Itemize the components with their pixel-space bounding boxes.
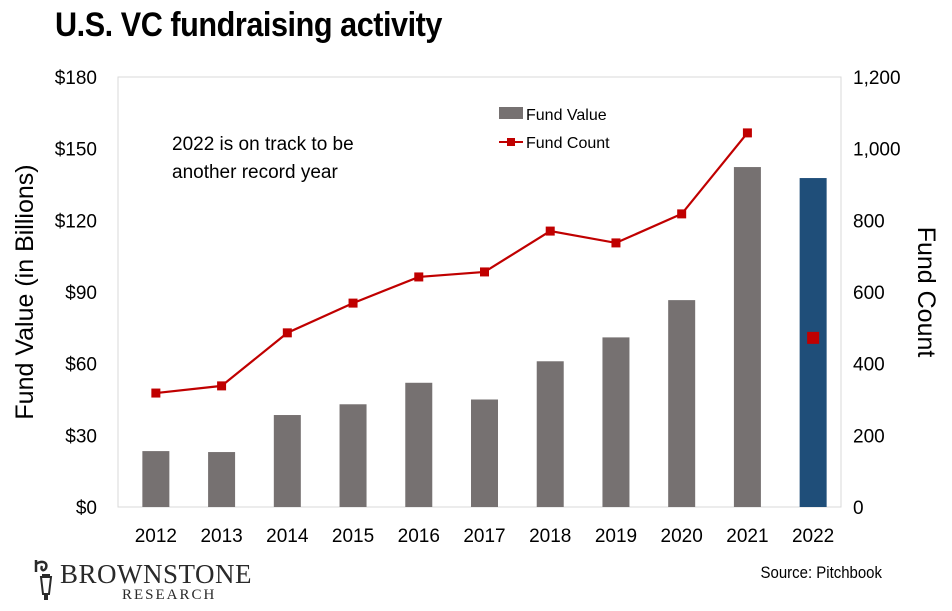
chart-title: U.S. VC fundraising activity: [55, 6, 442, 44]
left-axis-ticks: $0 $30 $60 $90 $120 $150 $180: [55, 68, 97, 519]
x-tick-label: 2017: [463, 526, 505, 547]
line-series-fund-count: [151, 128, 820, 398]
point-2019: [611, 238, 621, 248]
annotation-line-1: 2022 is on track to be: [172, 134, 354, 155]
point-2015: [348, 298, 358, 308]
x-tick-label: 2018: [529, 526, 571, 547]
point-2018: [545, 226, 555, 236]
point-2021: [742, 128, 752, 138]
left-tick-label: $60: [65, 355, 97, 376]
point-2022: [807, 331, 820, 344]
point-2020: [677, 209, 687, 219]
left-tick-label: $150: [55, 140, 97, 161]
annotation-line-2: another record year: [172, 162, 338, 183]
left-tick-label: $90: [65, 283, 97, 304]
source-note: Source: Pitchbook: [760, 563, 882, 582]
bar-2020: [668, 300, 696, 507]
left-axis-label: Fund Value (in Billions): [11, 164, 39, 419]
bar-2015: [339, 404, 367, 507]
x-tick-label: 2019: [595, 526, 637, 547]
left-tick-label: $120: [55, 211, 97, 232]
bar-2018: [536, 361, 564, 507]
bar-2014: [273, 415, 301, 507]
lamp-icon: [34, 560, 53, 600]
x-tick-label: 2020: [661, 526, 703, 547]
bar-series-fund-value: [142, 167, 827, 508]
right-axis-ticks: 0 200 400 600 800 1,000 1,200: [853, 68, 901, 519]
x-tick-label: 2013: [200, 526, 242, 547]
annotation: 2022 is on track to be another record ye…: [172, 134, 354, 183]
right-axis-label: Fund Count: [912, 227, 940, 358]
x-tick-label: 2014: [266, 526, 309, 547]
right-tick-label: 1,000: [853, 140, 901, 161]
legend: Fund Value Fund Count: [499, 107, 610, 152]
point-2012: [151, 388, 161, 398]
x-axis-ticks: 2012 2013 2014 2015 2016 2017 2018 2019 2020 2021…: [135, 526, 835, 547]
x-tick-label: 2015: [332, 526, 374, 547]
x-tick-label: 2021: [726, 526, 768, 547]
fund-count-line: [155, 132, 749, 395]
bar-2016: [405, 382, 433, 507]
logo-text-main: BROWNSTONE: [60, 559, 253, 589]
bar-2013: [208, 452, 236, 507]
right-tick-label: 800: [853, 211, 885, 232]
right-tick-label: 600: [853, 283, 885, 304]
x-tick-label: 2022: [792, 526, 834, 547]
bar-2021: [733, 167, 761, 508]
left-tick-label: $180: [55, 68, 97, 89]
left-tick-label: $0: [76, 498, 97, 519]
right-tick-label: 400: [853, 355, 885, 376]
right-tick-label: 0: [853, 498, 864, 519]
bar-2017: [471, 399, 498, 507]
right-tick-label: 200: [853, 426, 885, 447]
point-2014: [282, 328, 292, 338]
legend-swatch-fund-value: [499, 107, 523, 119]
legend-swatch-fund-count-marker: [507, 138, 515, 146]
legend-label-fund-value: Fund Value: [526, 107, 607, 124]
legend-label-fund-count: Fund Count: [526, 135, 610, 152]
logo-text-sub: RESEARCH: [122, 587, 217, 603]
x-tick-label: 2016: [398, 526, 440, 547]
x-tick-label: 2012: [135, 526, 177, 547]
left-tick-label: $30: [65, 426, 97, 447]
point-2017: [480, 267, 489, 277]
bar-2012: [142, 451, 170, 507]
point-2016: [414, 272, 424, 282]
point-2013: [217, 381, 227, 391]
right-tick-label: 1,200: [853, 68, 901, 89]
bar-2019: [602, 337, 630, 507]
